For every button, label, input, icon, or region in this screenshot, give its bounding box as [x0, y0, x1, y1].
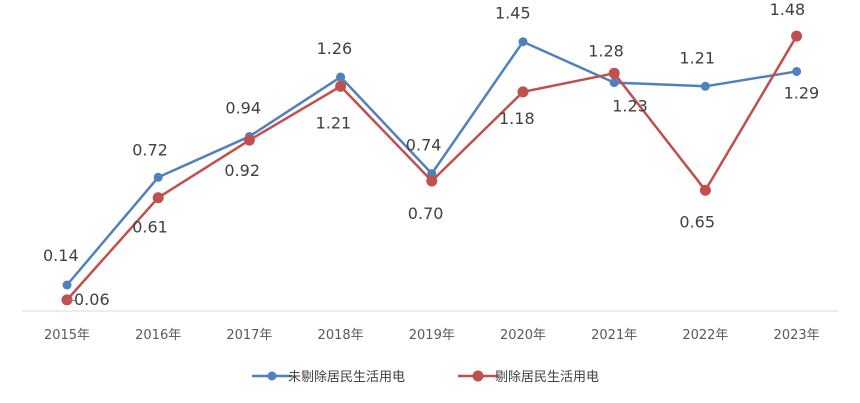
legend-label: 剔除居民生活用电 [495, 370, 599, 385]
series-2-point [152, 192, 164, 204]
series-1-data-label: 0.72 [132, 140, 168, 159]
x-tick-label: 2022年 [682, 328, 728, 343]
x-tick-label: 2020年 [500, 328, 546, 343]
series-2-data-label: 1.18 [499, 109, 535, 128]
series-1-point [153, 172, 163, 182]
series-1-point [609, 78, 619, 88]
series-1-data-label: 1.21 [679, 48, 715, 67]
series-2-data-label: 1.21 [316, 113, 352, 132]
series-1-point [336, 72, 346, 82]
series-2-point [243, 134, 255, 146]
legend-label: 未剔除居民生活用电 [288, 370, 405, 385]
series-2-point [608, 67, 620, 79]
series-2-data-label: 1.28 [588, 41, 624, 60]
legend: 未剔除居民生活用电 剔除居民生活用电 [252, 370, 599, 385]
x-tick-label: 2018年 [318, 328, 364, 343]
series-1-data-label: 0.74 [406, 136, 442, 155]
series-2-point [699, 184, 711, 196]
x-tick-label: 2023年 [774, 328, 820, 343]
series-1-data-label: 0.14 [43, 246, 79, 265]
series-1-data-label: 1.29 [784, 83, 820, 102]
series-2-data-label: 0.06 [74, 290, 110, 309]
legend-swatch-marker [472, 370, 484, 382]
series-2-data-label: 0.65 [679, 212, 715, 231]
series-2-data-label: 1.48 [770, 0, 806, 19]
series-2-point [426, 175, 438, 187]
x-tick-label: 2019年 [409, 328, 455, 343]
data-labels: 0.14 0.72 0.94 1.26 0.74 1.45 1.23 1.21 1.29 0.06… [43, 0, 819, 309]
series-2-data-label: 0.92 [224, 161, 260, 180]
series-2-point [517, 86, 529, 98]
series-1-data-label: 0.94 [225, 98, 261, 117]
series-line-1 [66, 40, 797, 286]
series-2-point [791, 30, 803, 42]
series-1-data-label: 1.26 [317, 39, 353, 58]
series-1-point [792, 66, 802, 76]
x-tick-label: 2017年 [226, 328, 272, 343]
series-layer [61, 30, 803, 306]
x-tick-label: 2016年 [135, 328, 181, 343]
series-2-point [335, 80, 347, 92]
x-tick-label: 2021年 [591, 328, 637, 343]
series-1-point [518, 37, 528, 47]
series-2-data-label: 0.61 [132, 218, 168, 237]
series-1-point [427, 169, 437, 179]
series-1-point [700, 81, 710, 91]
series-1-data-label: 1.45 [495, 4, 531, 23]
x-tick-label: 2015年 [44, 328, 90, 343]
legend-swatch-marker [267, 371, 277, 381]
series-2-data-label: 0.70 [408, 204, 444, 223]
series-1-point [62, 280, 72, 290]
series-2-point [61, 294, 73, 306]
x-axis-ticks: 2015年 2016年 2017年 2018年 2019年 2020年 2021年 2022年… [44, 328, 820, 343]
series-1-data-label: 1.23 [612, 97, 648, 116]
